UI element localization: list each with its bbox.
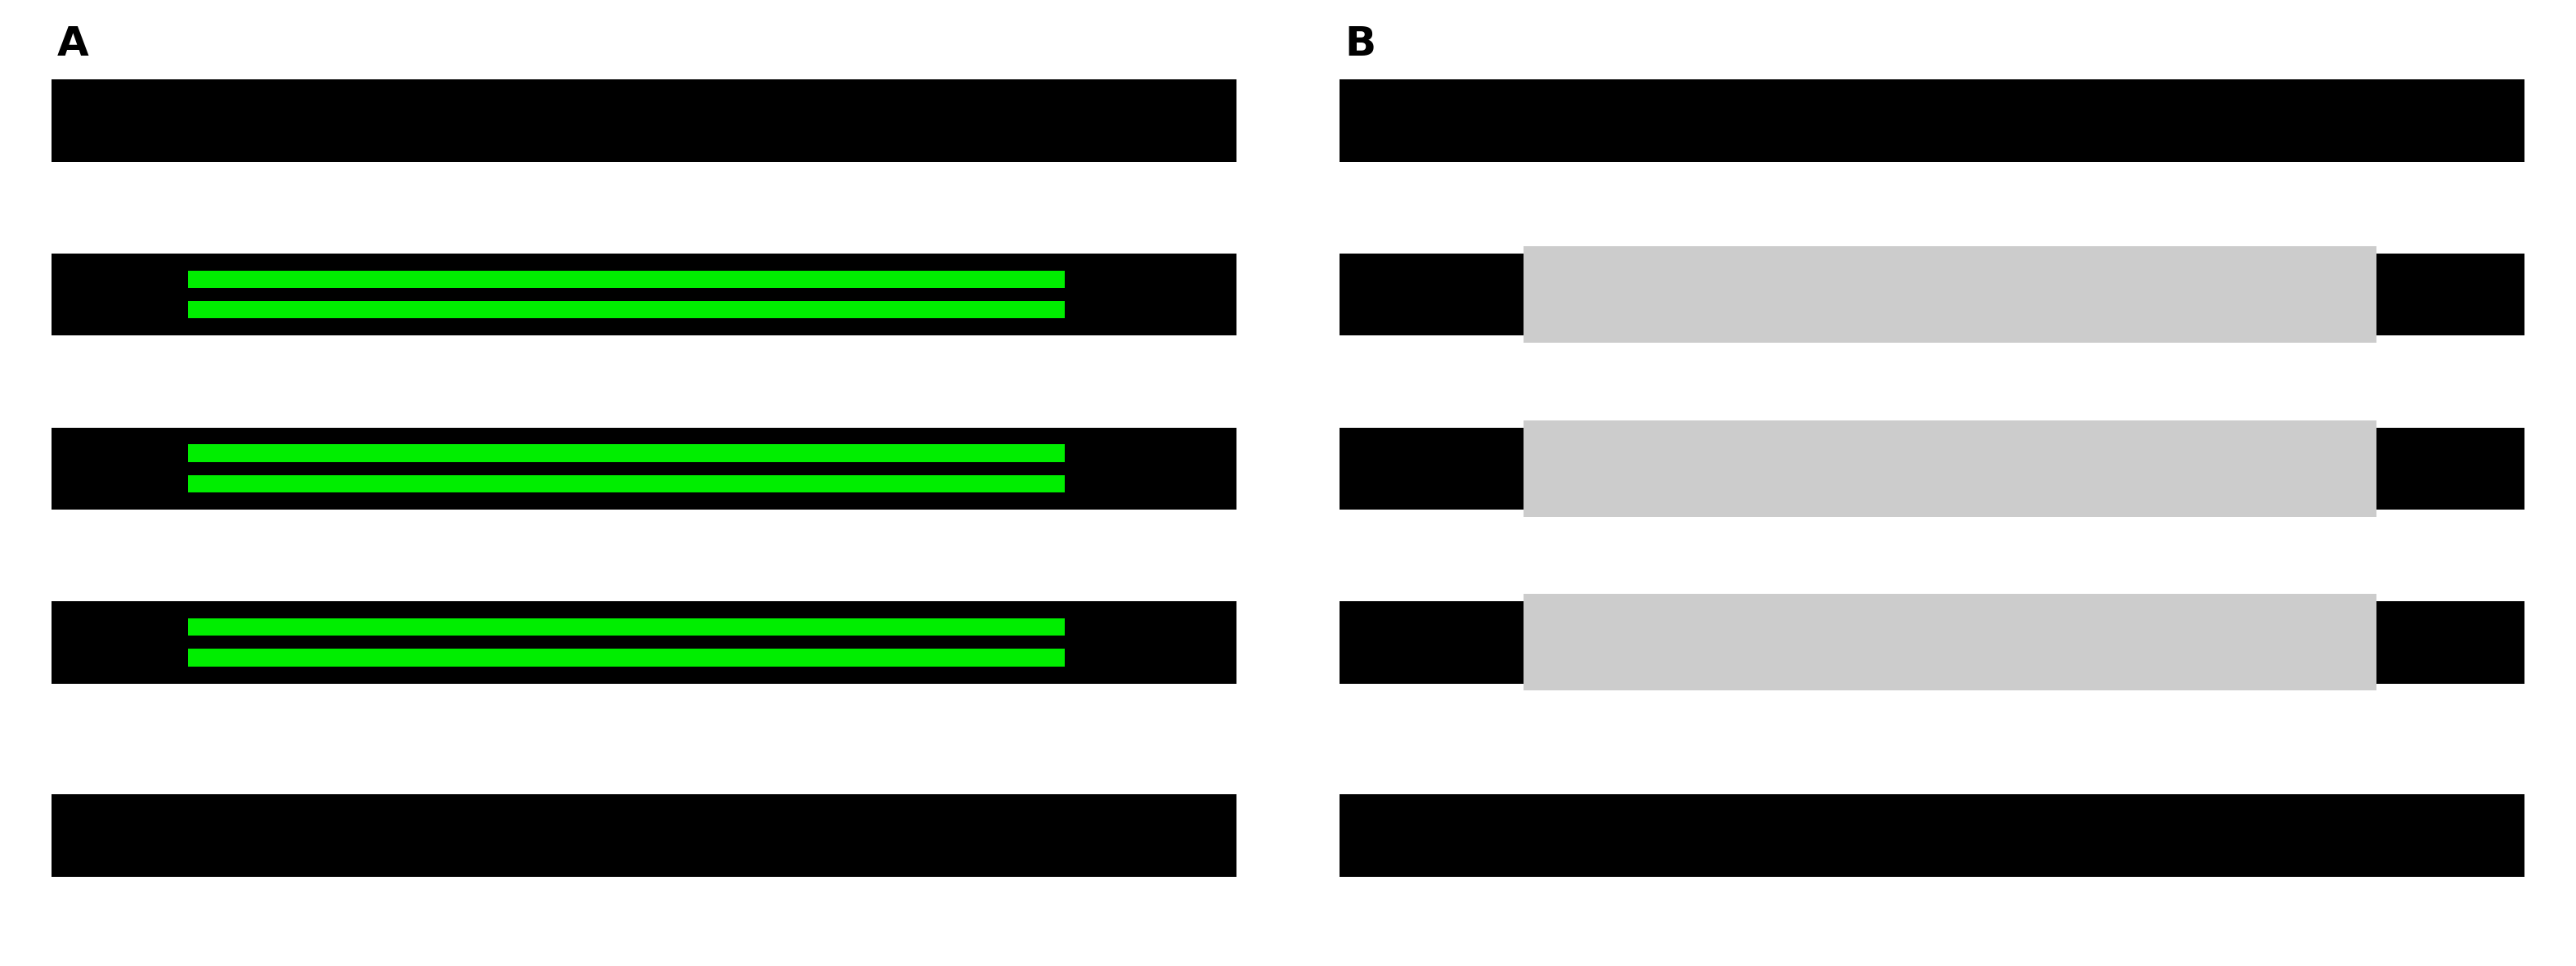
Bar xyxy=(188,301,1064,319)
Bar xyxy=(52,254,1236,336)
Bar xyxy=(1340,427,2524,510)
Bar xyxy=(52,80,1236,161)
Bar xyxy=(52,427,1236,510)
Bar xyxy=(188,649,1064,667)
Bar xyxy=(188,444,1064,462)
Bar xyxy=(188,618,1064,636)
Bar xyxy=(188,475,1064,493)
Bar xyxy=(1522,594,2375,691)
Bar xyxy=(1522,420,2375,517)
Bar xyxy=(1340,254,2524,336)
Text: A: A xyxy=(57,24,88,64)
Text: B: B xyxy=(1345,24,1376,64)
Bar xyxy=(52,794,1236,877)
Bar xyxy=(1340,794,2524,877)
Bar xyxy=(1340,601,2524,684)
Bar xyxy=(188,270,1064,288)
Bar xyxy=(1340,80,2524,161)
Bar xyxy=(1522,246,2375,343)
Bar xyxy=(52,601,1236,684)
